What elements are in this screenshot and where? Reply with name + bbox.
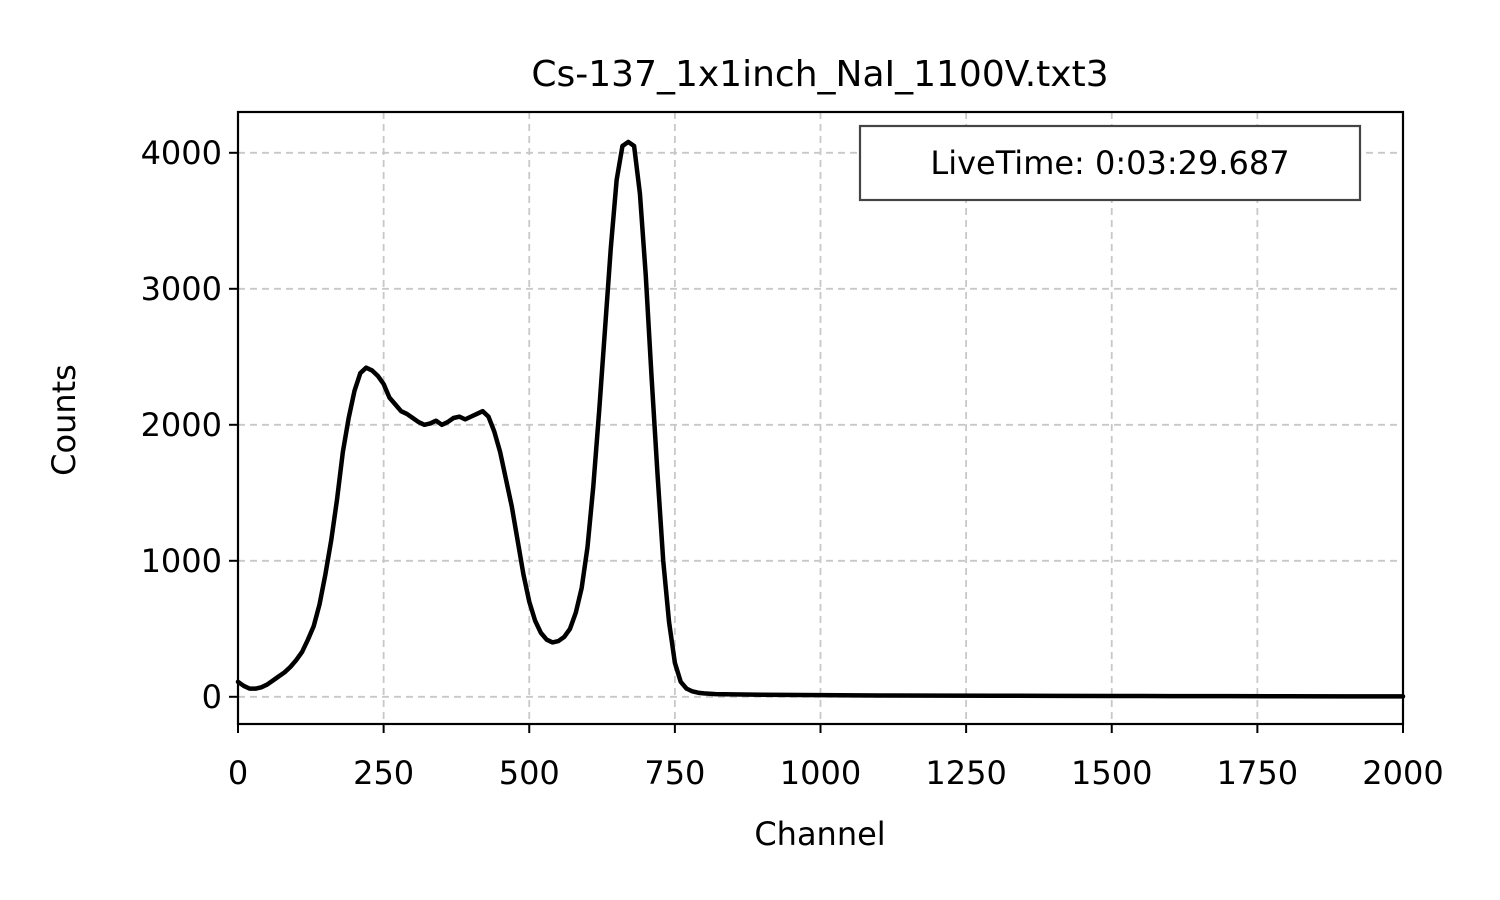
y-tick-label: 4000 — [141, 134, 222, 172]
x-tick-label: 750 — [644, 754, 705, 792]
x-tick-label: 1250 — [925, 754, 1006, 792]
x-tick-label: 2000 — [1362, 754, 1443, 792]
x-tick-label: 500 — [499, 754, 560, 792]
x-tick-label: 250 — [353, 754, 414, 792]
x-tick-label: 1500 — [1071, 754, 1152, 792]
x-axis: 0 250 500 750 1000 1250 1500 1750 2000 — [228, 724, 1444, 792]
series-layer — [235, 139, 1406, 699]
x-tick-label: 1000 — [780, 754, 861, 792]
y-axis: 0 1000 2000 3000 4000 — [141, 134, 238, 716]
y-tick-label: 3000 — [141, 270, 222, 308]
legend-livetime-text: LiveTime: 0:03:29.687 — [930, 144, 1289, 182]
legend-box: LiveTime: 0:03:29.687 — [858, 124, 1362, 202]
y-tick-label: 0 — [202, 678, 222, 716]
spectrum-line — [235, 139, 1406, 699]
x-tick-label: 1750 — [1217, 754, 1298, 792]
y-tick-label: 2000 — [141, 406, 222, 444]
legend-border — [858, 124, 1362, 202]
y-axis-label: Counts — [45, 364, 83, 476]
x-tick-label: 0 — [228, 754, 248, 792]
grid-layer — [237, 112, 1404, 724]
chart-title: Cs-137_1x1inch_NaI_1100V.txt3 — [531, 54, 1108, 95]
y-tick-label: 1000 — [141, 542, 222, 580]
x-axis-label: Channel — [754, 815, 885, 853]
